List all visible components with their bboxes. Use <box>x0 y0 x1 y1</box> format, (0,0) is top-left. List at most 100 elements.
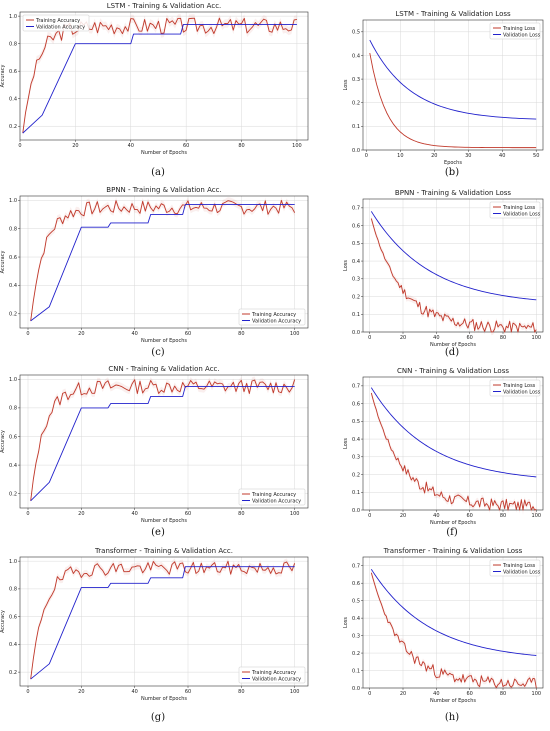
y-tick-label: 0.2 <box>352 101 360 107</box>
series-line-2 <box>22 23 297 134</box>
y-tick-label: 0.7 <box>352 384 360 390</box>
x-tick-label: 0 <box>365 153 368 159</box>
series-line-1 <box>370 218 537 333</box>
y-tick-label: 0.0 <box>352 330 360 336</box>
series-band-1 <box>22 13 297 138</box>
legend-label: Validation Loss <box>503 32 541 38</box>
subfigure-caption: (h) <box>445 712 459 723</box>
series-line-2 <box>369 39 537 120</box>
y-tick-label: 0.6 <box>352 401 360 407</box>
x-tick-label: 60 <box>466 691 472 697</box>
x-tick-label: 20 <box>78 511 84 517</box>
y-tick-label: 0.6 <box>9 255 17 261</box>
y-tick-label: 0.4 <box>9 642 17 648</box>
y-tick-label: 0.8 <box>9 226 17 232</box>
legend-box <box>489 22 541 40</box>
x-tick-label: 40 <box>433 335 439 341</box>
chart-title: CNN - Training & Validation Acc. <box>108 365 219 373</box>
x-axis-label: Epochs <box>444 160 462 166</box>
y-tick-label: 0.8 <box>9 41 17 47</box>
series-line-2 <box>30 385 295 502</box>
chart-panel-6: 0 20 40 60 80 100 0.0 0.1 0.2 0.3 0.4 0.5 0.6 0.7 CNN … <box>343 367 544 538</box>
legend-label: Training Loss <box>502 26 536 32</box>
subfigure-caption: (f) <box>446 527 458 538</box>
series-band-1 <box>371 569 537 693</box>
y-tick-label: 0.6 <box>9 614 17 620</box>
x-axis-label: Number of Epochs <box>141 696 187 702</box>
legend-label: Validation Loss <box>503 211 541 217</box>
y-tick-label: 0.7 <box>352 564 360 570</box>
y-axis-label: Accuracy <box>0 610 6 633</box>
legend-box <box>238 308 306 326</box>
x-tick-label: 80 <box>500 335 506 341</box>
legend-label: Validation Accuracy <box>252 676 301 682</box>
y-tick-label: 0.2 <box>9 491 17 497</box>
subfigure-caption: (b) <box>445 167 459 178</box>
plot-frame <box>362 198 544 333</box>
x-tick-label: 0 <box>26 689 29 695</box>
x-tick-label: 10 <box>397 153 403 159</box>
plot-frame <box>19 374 309 509</box>
chart-panel-8: 0 20 40 60 80 100 0.0 0.1 0.2 0.3 0.4 0.5 0.6 0.7 Tran… <box>343 547 544 723</box>
chart-title: LSTM - Training & Validation Acc. <box>107 2 222 10</box>
legend-label: Training Loss <box>502 205 536 211</box>
chart-title: BPNN - Training & Validation Loss <box>395 189 511 197</box>
y-tick-label: 0.1 <box>352 668 360 674</box>
series-line-1 <box>22 17 297 134</box>
x-tick-label: 20 <box>400 335 406 341</box>
legend-label: Training Loss <box>502 563 536 569</box>
x-tick-label: 40 <box>433 513 439 519</box>
y-tick-label: 0.1 <box>352 124 360 130</box>
y-tick-label: 0.4 <box>352 437 360 443</box>
series-line-2 <box>30 204 295 322</box>
series-line-1 <box>370 392 537 511</box>
legend-box <box>238 666 306 684</box>
legend-label: Training Loss <box>502 383 536 389</box>
y-axis-label: Accuracy <box>0 430 6 453</box>
y-tick-label: 0.2 <box>352 472 360 478</box>
x-tick-label: 80 <box>238 331 244 337</box>
chart-panel-7: 0 20 40 60 80 100 0.2 0.4 0.6 0.8 1.0 Transformer -… <box>0 547 309 723</box>
plot-frame <box>362 376 544 511</box>
x-tick-label: 0 <box>368 335 371 341</box>
series-band-1 <box>371 389 537 516</box>
y-tick-label: 0.0 <box>352 686 360 692</box>
chart-title: Transformer - Training & Validation Loss <box>383 547 523 555</box>
legend-box <box>238 488 306 506</box>
x-tick-label: 20 <box>431 153 437 159</box>
y-tick-label: 0.5 <box>352 598 360 604</box>
y-tick-label: 0.2 <box>352 294 360 300</box>
x-tick-label: 80 <box>238 689 244 695</box>
x-tick-label: 0 <box>26 331 29 337</box>
x-tick-label: 30 <box>465 153 471 159</box>
y-tick-label: 0.3 <box>352 77 360 83</box>
chart-panel-4: 0 20 40 60 80 100 0.0 0.1 0.2 0.3 0.4 0.5 0.6 0.7 BPNN… <box>343 189 544 358</box>
y-tick-label: 0.2 <box>9 312 17 318</box>
x-tick-label: 80 <box>500 513 506 519</box>
y-tick-label: 0.3 <box>352 277 360 283</box>
y-tick-label: 0.4 <box>352 616 360 622</box>
x-tick-label: 60 <box>466 335 472 341</box>
chart-title: BPNN - Training & Validation Acc. <box>106 186 221 194</box>
legend-label: Validation Loss <box>503 389 541 395</box>
y-tick-label: 0.4 <box>9 283 17 289</box>
legend-label: Training Accuracy <box>251 670 296 676</box>
y-tick-label: 0.2 <box>9 670 17 676</box>
y-tick-label: 0.3 <box>352 455 360 461</box>
series-band-1 <box>30 557 295 683</box>
x-axis-label: Number of Epochs <box>430 520 476 526</box>
x-tick-label: 20 <box>78 331 84 337</box>
y-tick-label: 0.6 <box>352 223 360 229</box>
y-tick-label: 0.1 <box>352 490 360 496</box>
x-tick-label: 80 <box>500 691 506 697</box>
x-tick-label: 40 <box>131 511 137 517</box>
x-tick-label: 20 <box>78 689 84 695</box>
x-tick-label: 20 <box>400 513 406 519</box>
series-line-1 <box>30 199 296 321</box>
x-tick-label: 80 <box>238 511 244 517</box>
series-band-1 <box>30 196 295 325</box>
x-tick-label: 100 <box>290 689 300 695</box>
